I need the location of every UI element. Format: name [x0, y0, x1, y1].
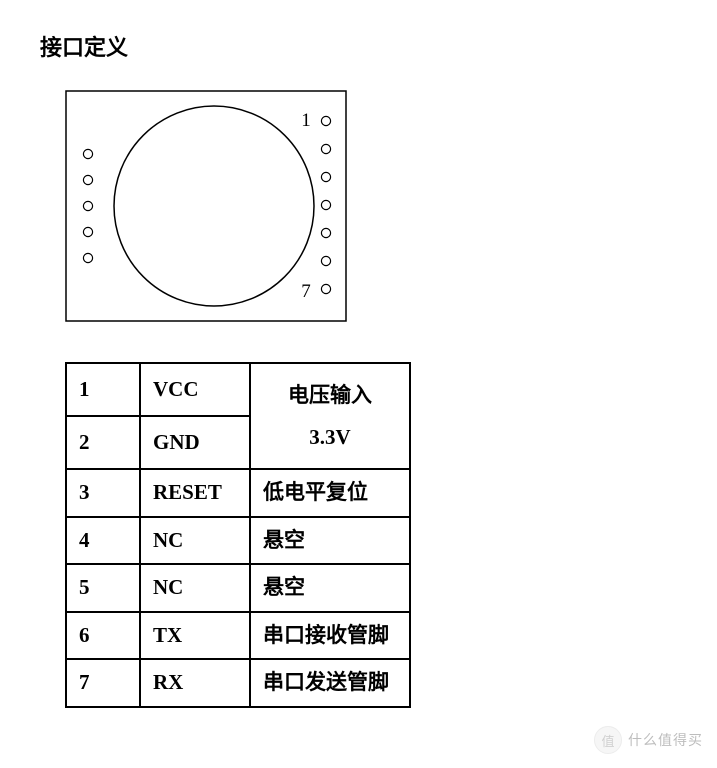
pin-hole [83, 227, 92, 236]
pin-table-body: 1VCC电压输入3.3V2GND3RESET低电平复位4NC悬空5NC悬空6TX… [66, 363, 410, 707]
table-row: 1VCC电压输入3.3V [66, 363, 410, 416]
pin-hole [321, 228, 330, 237]
pin-hole [321, 256, 330, 265]
pin-name: NC [140, 564, 250, 612]
pin-number: 7 [66, 659, 140, 707]
pin-number: 1 [66, 363, 140, 416]
pin-description: 串口接收管脚 [250, 612, 410, 660]
pin-hole [321, 200, 330, 209]
pin-name: RX [140, 659, 250, 707]
pin-name: VCC [140, 363, 250, 416]
table-row: 7RX串口发送管脚 [66, 659, 410, 707]
pin-number: 3 [66, 469, 140, 517]
pin-hole [83, 149, 92, 158]
watermark-badge: 值 [594, 726, 622, 754]
pin-description: 串口发送管脚 [250, 659, 410, 707]
pin-description: 低电平复位 [250, 469, 410, 517]
table-row: 6TX串口接收管脚 [66, 612, 410, 660]
pin-hole [321, 144, 330, 153]
pin-hole [321, 284, 330, 293]
module-diagram-container: 17 [65, 90, 677, 322]
pin-name: TX [140, 612, 250, 660]
pin-description: 悬空 [250, 564, 410, 612]
watermark-text: 什么值得买 [628, 730, 703, 750]
table-row: 3RESET低电平复位 [66, 469, 410, 517]
pin-number: 5 [66, 564, 140, 612]
pin-number: 6 [66, 612, 140, 660]
merged-desc-line1: 电压输入 [263, 374, 397, 416]
table-row: 5NC悬空 [66, 564, 410, 612]
pin-hole [83, 175, 92, 184]
page-title: 接口定义 [40, 30, 677, 62]
module-pinout-diagram: 17 [65, 90, 347, 322]
pin-description: 悬空 [250, 517, 410, 565]
pin-hole [321, 172, 330, 181]
pin-description-merged: 电压输入3.3V [250, 363, 410, 469]
pin-hole [83, 201, 92, 210]
pin-name: GND [140, 416, 250, 469]
pin-name: NC [140, 517, 250, 565]
watermark: 值 什么值得买 [594, 726, 703, 754]
pin-hole [83, 253, 92, 262]
pin-name: RESET [140, 469, 250, 517]
pin-label: 1 [301, 110, 311, 131]
merged-desc-line2: 3.3V [263, 416, 397, 458]
pin-number: 4 [66, 517, 140, 565]
pin-definition-table: 1VCC电压输入3.3V2GND3RESET低电平复位4NC悬空5NC悬空6TX… [65, 362, 411, 708]
pin-hole [321, 116, 330, 125]
table-row: 4NC悬空 [66, 517, 410, 565]
pin-label: 7 [301, 281, 311, 302]
pin-number: 2 [66, 416, 140, 469]
